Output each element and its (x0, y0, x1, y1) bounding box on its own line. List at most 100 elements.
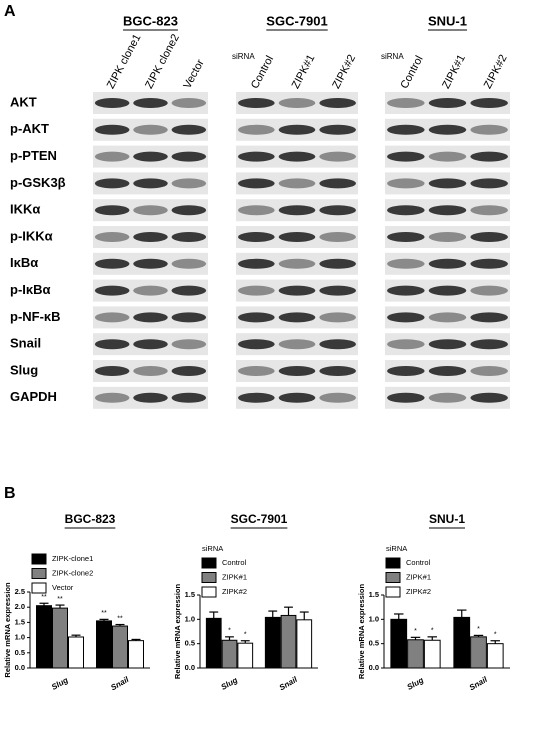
bar (296, 619, 313, 669)
bar (280, 614, 297, 669)
blot-band (278, 366, 316, 376)
blot-band (133, 392, 168, 403)
significance-label: * (494, 632, 497, 639)
blot-band (171, 285, 207, 296)
blot-band (278, 285, 316, 296)
bar (390, 618, 408, 669)
blot-band (133, 98, 168, 108)
blot-band (238, 366, 275, 376)
protein-label: p-AKT (10, 121, 49, 136)
blot-band (278, 205, 316, 216)
blot-band (94, 392, 130, 403)
legend-swatch (201, 557, 217, 569)
blot-band (133, 205, 168, 216)
blot-band (470, 178, 508, 189)
blot-band (238, 339, 275, 350)
bar (453, 616, 471, 669)
y-tick-label: 2.5 (15, 587, 25, 596)
blot-band (319, 366, 356, 376)
legend-label: ZIPK-clone1 (52, 554, 93, 563)
blot-band (387, 258, 425, 269)
bar (237, 642, 254, 669)
y-tick-label: 1.5 (185, 590, 195, 599)
y-tick-label: 1.0 (369, 614, 379, 623)
blot-band (171, 205, 207, 216)
blot-band (94, 205, 130, 216)
legend-label: ZIPK-clone2 (52, 568, 93, 577)
blot-band (238, 178, 275, 189)
blot-band (387, 232, 425, 242)
y-tick-label: 0.0 (185, 663, 195, 672)
blot-band (428, 366, 467, 376)
y-axis-label: Relative mRNA expression (357, 584, 366, 680)
y-tick-label: 0.5 (185, 639, 195, 648)
significance-label: * (477, 626, 480, 633)
y-tick-label: 1.0 (15, 633, 25, 642)
bar (205, 617, 222, 669)
legend-swatch (31, 568, 47, 579)
bar (486, 643, 504, 669)
significance-label: * (244, 632, 247, 639)
blot-band (470, 366, 508, 376)
blot-band (171, 151, 207, 162)
blot-band (171, 232, 207, 242)
blot-band (238, 258, 275, 269)
blot-band (238, 312, 275, 323)
y-tick-label: 1.5 (369, 590, 379, 599)
blot-band (94, 366, 130, 376)
blot-band (278, 98, 316, 108)
blot-band (278, 232, 316, 242)
blot-band (319, 258, 356, 269)
blot-band (387, 285, 425, 296)
chart-title: SNU-1 (429, 512, 465, 526)
blot-band (133, 366, 168, 376)
blot-band (94, 312, 130, 323)
y-tick-label: 1.0 (185, 614, 195, 623)
bar (264, 616, 281, 669)
lane-prefix: siRNA (232, 52, 255, 61)
blot-band (278, 178, 316, 189)
blot-band (470, 151, 508, 162)
blot-band (171, 178, 207, 189)
protein-label: p-PTEN (10, 148, 57, 163)
blot-band (319, 285, 356, 296)
bar (68, 636, 84, 669)
blot-band (94, 178, 130, 189)
protein-label: IκBα (10, 255, 38, 270)
blot-band (171, 366, 207, 376)
blot-background (93, 360, 208, 382)
significance-label: ** (117, 615, 123, 622)
protein-label: AKT (10, 94, 37, 109)
blot-band (470, 392, 508, 403)
protein-label: p-GSK3β (10, 175, 66, 190)
blot-band (133, 151, 168, 162)
blot-band (428, 232, 467, 242)
blot-band (133, 232, 168, 242)
legend-swatch (385, 586, 401, 598)
blot-band (387, 98, 425, 108)
protein-label: Snail (10, 336, 41, 351)
blot-band (428, 98, 467, 108)
blot-band (278, 151, 316, 162)
bar (128, 640, 144, 669)
blot-band (94, 285, 130, 296)
legend-swatch (201, 572, 217, 583)
blot-band (387, 178, 425, 189)
blot-band (470, 124, 508, 135)
bar (407, 639, 424, 669)
blot-band (428, 151, 467, 162)
blot-band (94, 151, 130, 162)
legend-label: Vector (52, 583, 74, 592)
blot-band (428, 392, 467, 403)
blot-band (94, 339, 130, 350)
bar (112, 625, 128, 669)
protein-label: GAPDH (10, 389, 57, 404)
legend-title: siRNA (386, 544, 407, 553)
panel-label: B (4, 485, 16, 502)
significance-label: ** (57, 596, 63, 603)
legend-title: siRNA (202, 544, 223, 553)
significance-label: ** (101, 610, 107, 617)
legend-swatch (385, 572, 401, 583)
blot-band (470, 312, 508, 323)
significance-label: ** (41, 594, 47, 601)
